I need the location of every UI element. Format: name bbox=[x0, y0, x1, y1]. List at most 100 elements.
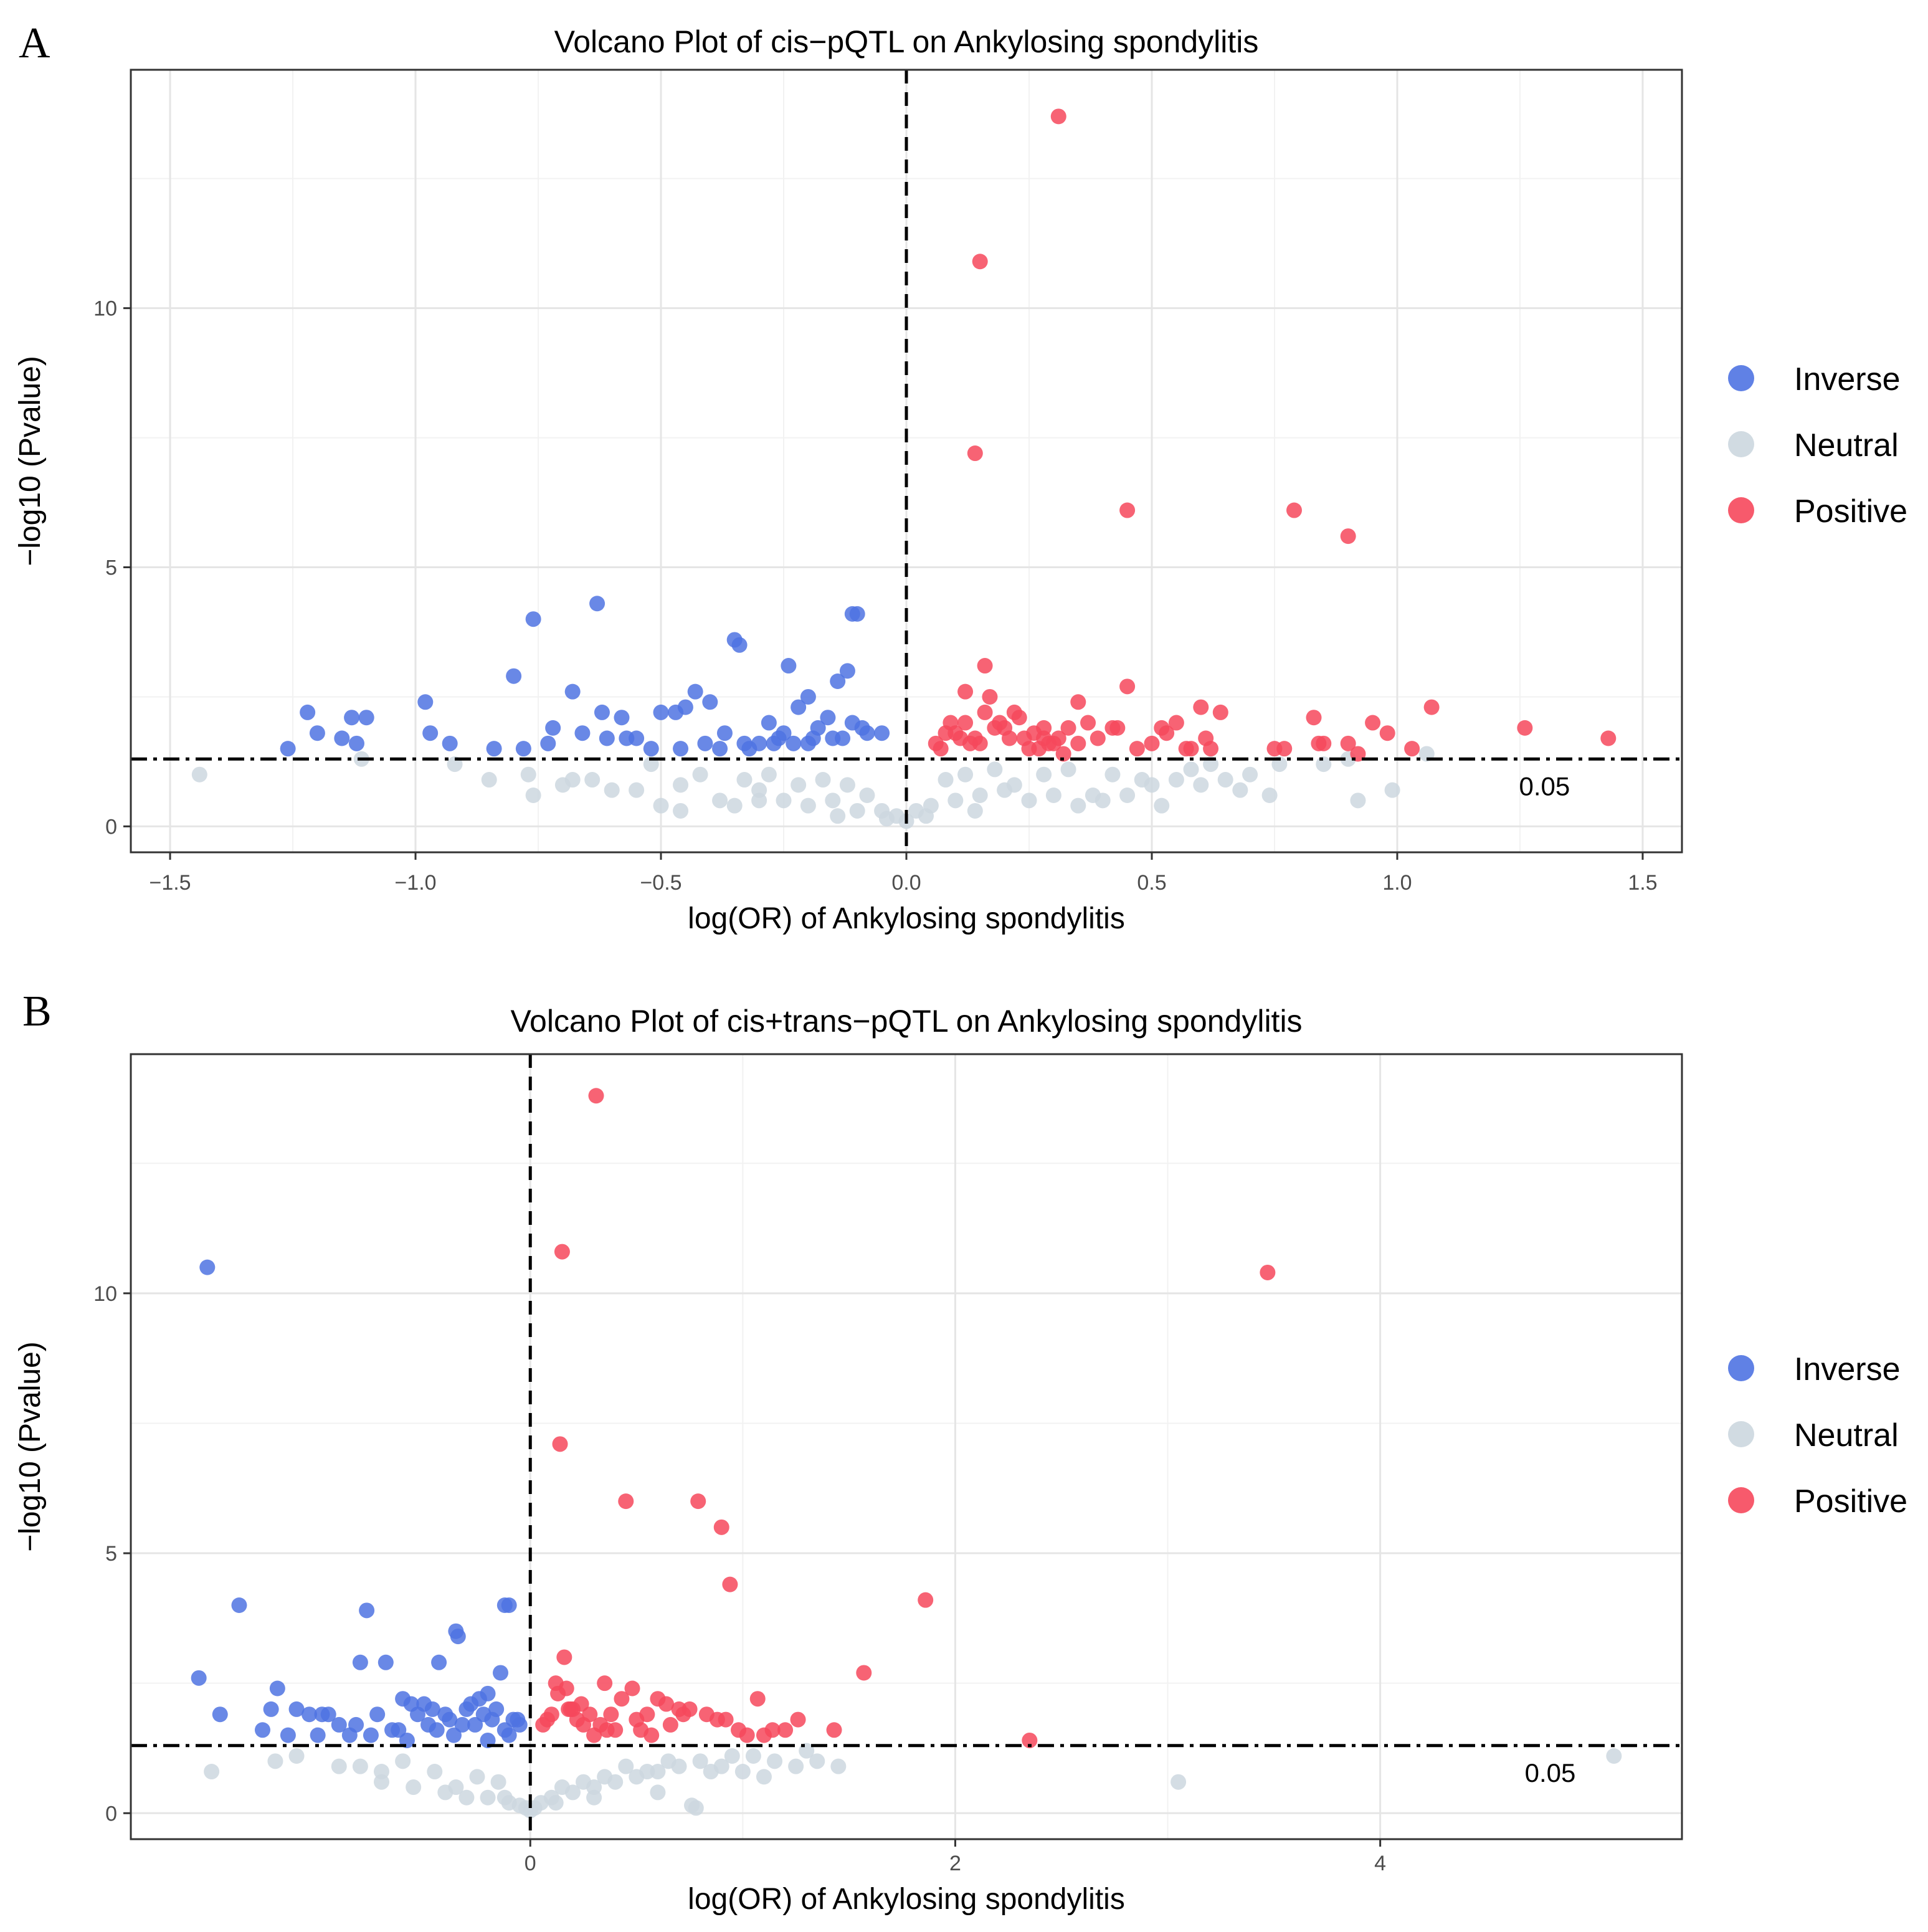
data-point-inverse bbox=[442, 735, 458, 751]
data-point-neutral bbox=[204, 1764, 220, 1780]
data-point-neutral bbox=[1085, 788, 1101, 804]
data-point-neutral bbox=[1232, 782, 1248, 798]
y-tick-label: 0 bbox=[105, 1802, 117, 1825]
data-point-positive bbox=[957, 683, 974, 700]
data-point-inverse bbox=[510, 1711, 526, 1728]
data-point-inverse bbox=[766, 735, 782, 751]
data-point-inverse bbox=[525, 611, 541, 627]
data-point-inverse bbox=[731, 637, 748, 653]
data-point-inverse bbox=[830, 673, 846, 690]
data-point-positive bbox=[1011, 710, 1027, 726]
data-point-neutral bbox=[1045, 788, 1061, 804]
data-point-neutral bbox=[564, 772, 581, 788]
data-point-inverse bbox=[805, 730, 821, 746]
data-point-neutral bbox=[548, 1795, 564, 1811]
data-point-inverse bbox=[378, 1654, 394, 1670]
data-point-inverse bbox=[363, 1727, 379, 1743]
data-point-neutral bbox=[520, 766, 536, 783]
data-point-neutral bbox=[1193, 777, 1209, 793]
data-point-inverse bbox=[712, 741, 728, 757]
data-point-inverse bbox=[614, 710, 630, 726]
data-point-neutral bbox=[469, 1769, 485, 1785]
data-point-positive bbox=[1379, 725, 1395, 741]
data-point-neutral bbox=[480, 1789, 496, 1806]
data-point-positive bbox=[1055, 746, 1071, 762]
data-point-positive bbox=[1276, 741, 1293, 757]
data-point-positive bbox=[1144, 735, 1160, 751]
data-point-inverse bbox=[506, 668, 522, 684]
data-point-neutral bbox=[639, 1764, 655, 1780]
legend-key-inverse bbox=[1728, 1355, 1754, 1381]
data-point-inverse bbox=[697, 735, 713, 751]
x-tick-label: 4 bbox=[1374, 1852, 1386, 1875]
data-point-inverse bbox=[786, 735, 802, 751]
data-point-inverse bbox=[515, 741, 531, 757]
data-point-neutral bbox=[522, 1802, 538, 1819]
data-point-inverse bbox=[820, 710, 836, 726]
data-point-inverse bbox=[359, 1602, 375, 1619]
data-point-positive bbox=[739, 1727, 755, 1743]
data-point-neutral bbox=[267, 1753, 283, 1769]
y-axis-title: −log10 (Pvalue) bbox=[14, 1341, 47, 1552]
data-point-neutral bbox=[604, 782, 620, 798]
legend-label-neutral: Neutral bbox=[1794, 427, 1899, 464]
y-tick-label: 0 bbox=[105, 815, 117, 839]
data-point-positive bbox=[1212, 704, 1228, 720]
x-tick-label: 0.5 bbox=[1137, 871, 1166, 895]
data-point-neutral bbox=[1384, 782, 1400, 798]
data-point-positive bbox=[1423, 699, 1440, 715]
data-point-neutral bbox=[1134, 772, 1150, 788]
data-point-inverse bbox=[716, 725, 733, 741]
data-point-neutral bbox=[767, 1753, 783, 1769]
data-point-inverse bbox=[781, 658, 797, 674]
data-point-neutral bbox=[288, 1748, 305, 1764]
data-point-neutral bbox=[1021, 792, 1037, 809]
data-point-neutral bbox=[576, 1774, 592, 1790]
data-point-positive bbox=[749, 1691, 766, 1707]
data-point-neutral bbox=[815, 772, 831, 788]
data-point-neutral bbox=[830, 1758, 847, 1774]
data-point-neutral bbox=[1060, 761, 1076, 778]
data-point-neutral bbox=[1104, 766, 1121, 783]
data-point-positive bbox=[1070, 694, 1086, 710]
y-tick-label: 10 bbox=[93, 297, 117, 321]
data-point-inverse bbox=[254, 1722, 270, 1738]
data-point-inverse bbox=[442, 1711, 458, 1728]
data-point-positive bbox=[1154, 720, 1170, 736]
data-point-positive bbox=[643, 1727, 660, 1743]
data-point-inverse bbox=[825, 730, 841, 746]
data-point-neutral bbox=[1183, 761, 1199, 778]
data-point-positive bbox=[639, 1706, 655, 1723]
data-point-inverse bbox=[545, 720, 561, 736]
data-point-positive bbox=[543, 1706, 559, 1723]
data-point-inverse bbox=[540, 735, 556, 751]
data-point-positive bbox=[561, 1701, 577, 1717]
x-tick-label: 0.0 bbox=[891, 871, 921, 895]
data-point-positive bbox=[1021, 741, 1037, 757]
data-point-inverse bbox=[280, 741, 296, 757]
data-point-positive bbox=[918, 1592, 934, 1608]
data-point-inverse bbox=[619, 730, 635, 746]
data-point-inverse bbox=[431, 1654, 447, 1670]
data-point-neutral bbox=[496, 1789, 513, 1806]
data-point-inverse bbox=[344, 710, 360, 726]
data-point-positive bbox=[1286, 502, 1302, 518]
legend: Inverse Neutral Positive bbox=[1728, 1351, 1907, 1520]
data-point-positive bbox=[977, 704, 993, 720]
data-point-neutral bbox=[653, 797, 669, 814]
data-point-inverse bbox=[594, 704, 610, 720]
data-point-neutral bbox=[1242, 766, 1258, 783]
data-point-neutral bbox=[618, 1758, 634, 1774]
data-point-positive bbox=[764, 1722, 781, 1738]
data-point-neutral bbox=[938, 772, 954, 788]
data-point-positive bbox=[972, 735, 988, 751]
data-point-positive bbox=[1060, 720, 1076, 736]
data-point-inverse bbox=[269, 1680, 285, 1696]
x-tick-label: 2 bbox=[949, 1852, 961, 1875]
data-point-positive bbox=[943, 715, 959, 731]
data-point-neutral bbox=[957, 766, 974, 783]
data-point-neutral bbox=[1154, 797, 1170, 814]
data-point-neutral bbox=[726, 797, 743, 814]
data-point-neutral bbox=[1006, 777, 1022, 793]
data-point-neutral bbox=[947, 792, 964, 809]
